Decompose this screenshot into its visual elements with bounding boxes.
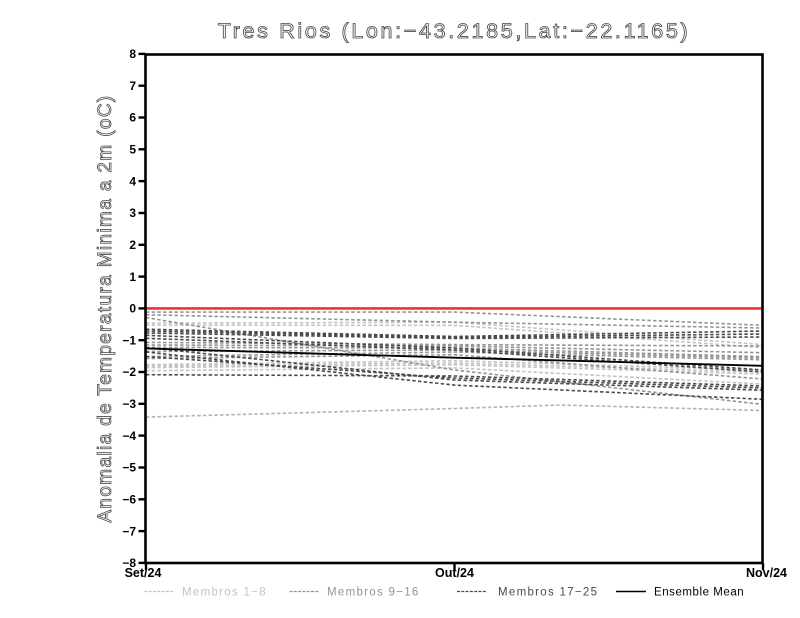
svg-text:7: 7 — [129, 79, 136, 93]
svg-text:Nov/24: Nov/24 — [746, 566, 787, 580]
svg-text:Tres Rios (Lon:−43.2185,Lat:−2: Tres Rios (Lon:−43.2185,Lat:−22.1165) — [218, 19, 691, 43]
svg-text:3: 3 — [129, 206, 136, 220]
svg-text:6: 6 — [129, 111, 136, 125]
svg-text:−2: −2 — [122, 365, 136, 379]
svg-text:−7: −7 — [122, 524, 136, 538]
svg-text:−5: −5 — [122, 461, 136, 475]
svg-text:5: 5 — [129, 143, 136, 157]
svg-text:1: 1 — [129, 270, 136, 284]
svg-text:Set/24: Set/24 — [125, 566, 162, 580]
svg-text:Anomalia de Temperatura Minima: Anomalia de Temperatura Minima a 2m (oC) — [95, 94, 116, 522]
svg-text:Membros 9−16: Membros 9−16 — [327, 587, 420, 599]
svg-text:Out/24: Out/24 — [435, 566, 474, 580]
svg-text:−1: −1 — [122, 333, 136, 347]
svg-text:4: 4 — [129, 174, 136, 188]
svg-text:−6: −6 — [122, 493, 136, 507]
svg-text:−3: −3 — [122, 397, 136, 411]
svg-text:−4: −4 — [122, 429, 136, 443]
svg-text:0: 0 — [129, 302, 136, 316]
svg-text:Membros 1−8: Membros 1−8 — [182, 587, 267, 599]
svg-text:Membros 17−25: Membros 17−25 — [498, 587, 598, 599]
svg-text:−8: −8 — [122, 556, 136, 570]
svg-text:2: 2 — [129, 238, 136, 252]
svg-text:8: 8 — [129, 47, 136, 61]
svg-text:Ensemble Mean: Ensemble Mean — [654, 587, 744, 599]
